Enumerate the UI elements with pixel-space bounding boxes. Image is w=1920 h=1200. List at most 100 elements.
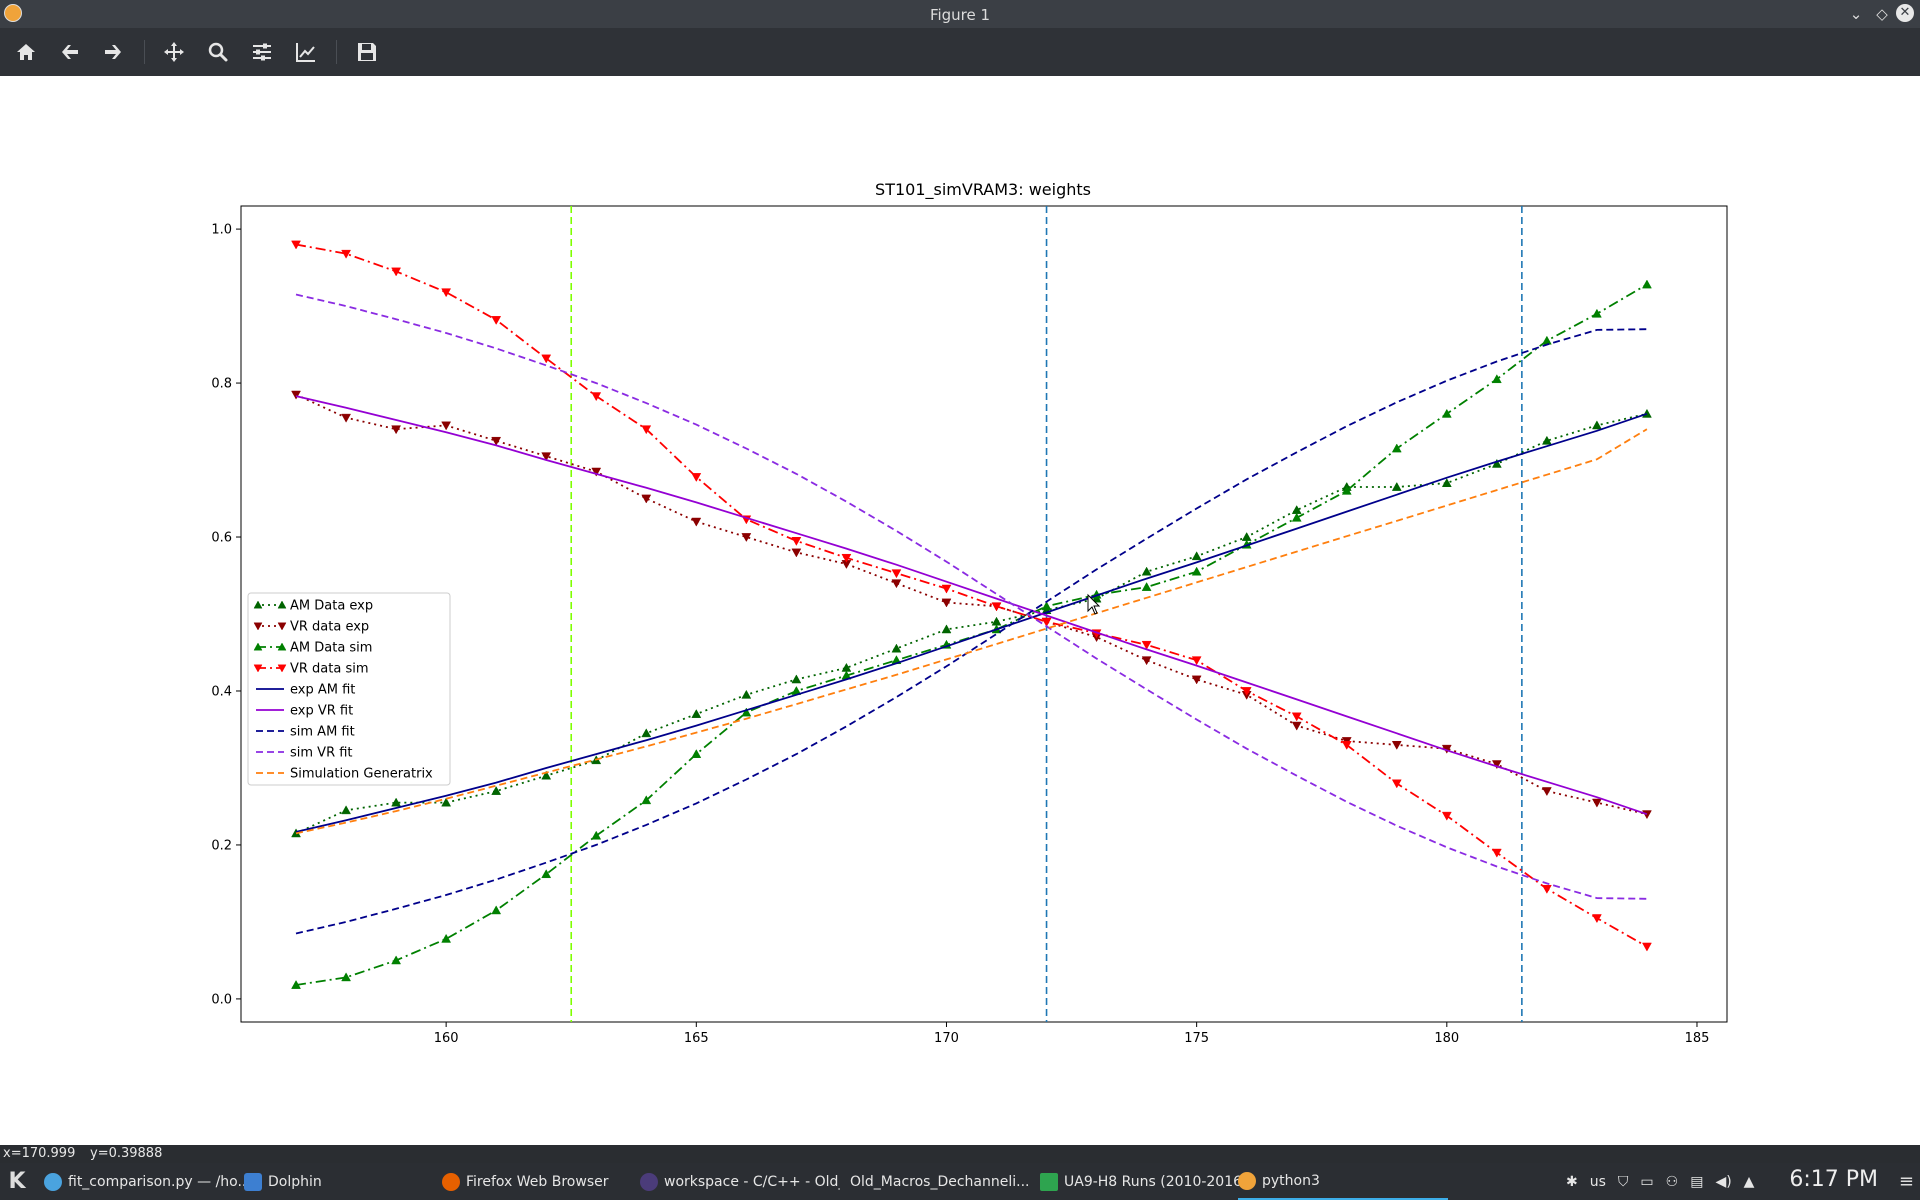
- data-point: [1291, 512, 1302, 522]
- pan-icon[interactable]: [159, 37, 189, 67]
- toolbar-separator: [336, 40, 337, 64]
- network-icon[interactable]: ⚇: [1665, 1173, 1679, 1190]
- firefox-icon: [442, 1172, 460, 1191]
- data-point: [641, 795, 652, 805]
- data-point: [1241, 532, 1252, 541]
- data-point: [291, 390, 301, 400]
- tray-expand-icon[interactable]: ▲: [1743, 1173, 1755, 1190]
- task-label: workspace - C/C++ - Old_...: [664, 1173, 840, 1190]
- data-point: [941, 598, 952, 608]
- dolphin-icon: [244, 1172, 262, 1191]
- x-tick-label: 185: [1685, 1031, 1710, 1046]
- data-point: [991, 616, 1002, 626]
- data-point: [1591, 420, 1602, 430]
- window-title: Figure 1: [929, 6, 991, 24]
- configure-subplots-icon[interactable]: [247, 37, 277, 67]
- system-tray: ✱ us ⛉ ▭ ⚇ ▤ ◀) ▲: [1566, 1163, 1766, 1200]
- y-tick-label: 0.4: [211, 684, 232, 699]
- data-point: [1591, 308, 1602, 318]
- data-point: [491, 786, 502, 795]
- data-point: [641, 425, 652, 435]
- data-point: [341, 805, 351, 815]
- data-point: [591, 467, 602, 477]
- matplotlib-toolbar: [0, 28, 1920, 76]
- forward-icon[interactable]: [98, 37, 128, 67]
- data-point: [1491, 458, 1502, 468]
- data-point: [991, 602, 1002, 612]
- task-python3[interactable]: python3: [1238, 1163, 1448, 1200]
- mouse-cursor: [1087, 593, 1101, 615]
- data-point: [541, 869, 552, 879]
- figure-canvas[interactable]: ST101_simVRAM3: weights 160 165 170 175 180 1…: [0, 76, 1920, 1145]
- task-fit-comparison[interactable]: fit_comparison.py — /ho...: [44, 1163, 244, 1200]
- clock[interactable]: 6:17 PM: [1789, 1167, 1878, 1192]
- x-tick-label: 175: [1184, 1031, 1209, 1046]
- series-lines: [291, 240, 1652, 989]
- data-point: [1391, 779, 1402, 789]
- data-point: [1591, 798, 1602, 808]
- data-point: [1642, 408, 1652, 418]
- series-line: [295, 293, 1647, 900]
- series-vr-data-exp: [291, 390, 1652, 820]
- task-label: python3: [1262, 1172, 1320, 1189]
- axis-ticks: 160 165 170 175 180 185 0.0 0.2 0.4 0.6 0.8 1.0: [211, 223, 1709, 1046]
- save-icon[interactable]: [352, 37, 382, 67]
- data-point: [1441, 811, 1452, 821]
- series-line: [295, 412, 1648, 835]
- data-point: [941, 624, 952, 634]
- shield-icon[interactable]: ⛉: [1617, 1173, 1629, 1190]
- task-firefox[interactable]: Firefox Web Browser: [442, 1163, 632, 1200]
- data-point: [1441, 408, 1452, 418]
- series-sim-am-fit: [295, 328, 1647, 935]
- task-ua9-runs[interactable]: UA9-H8 Runs (2010-2016...: [1040, 1163, 1240, 1200]
- chart-svg: ST101_simVRAM3: weights 160 165 170 175 180 1…: [211, 180, 1728, 1046]
- data-point: [791, 674, 802, 684]
- close-icon[interactable]: ✕: [1896, 4, 1914, 22]
- task-eclipse-workspace[interactable]: workspace - C/C++ - Old_...: [640, 1163, 840, 1200]
- display-icon[interactable]: ▭: [1640, 1173, 1654, 1190]
- panel-menu-icon[interactable]: ≡: [1898, 1171, 1914, 1192]
- zoom-icon[interactable]: [203, 37, 233, 67]
- task-old-macros[interactable]: Old_Macros_Dechanneli...: [850, 1163, 1040, 1200]
- task-label: fit_comparison.py — /ho...: [68, 1173, 244, 1190]
- data-point: [1541, 435, 1552, 445]
- data-point: [1642, 942, 1652, 952]
- data-point: [1341, 741, 1352, 750]
- data-point: [1591, 914, 1602, 924]
- maximize-icon[interactable]: ◇: [1876, 5, 1888, 23]
- data-point: [741, 533, 752, 543]
- task-label: Old_Macros_Dechanneli...: [850, 1173, 1030, 1190]
- volume-icon[interactable]: ◀): [1715, 1173, 1732, 1190]
- kde-launcher-icon[interactable]: K: [8, 1169, 26, 1194]
- legend-label: VR data sim: [290, 662, 369, 677]
- axes-frame: [240, 205, 1728, 1023]
- data-point: [1141, 582, 1152, 591]
- clipboard-icon[interactable]: ▤: [1690, 1173, 1704, 1190]
- bluetooth-icon[interactable]: ✱: [1566, 1173, 1578, 1190]
- x-tick-label: 160: [434, 1031, 459, 1046]
- y-tick-label: 1.0: [211, 223, 232, 238]
- back-icon[interactable]: [55, 37, 85, 67]
- series-sim-vr-fit: [295, 293, 1647, 900]
- data-point: [291, 240, 301, 250]
- keyboard-layout[interactable]: us: [1589, 1173, 1606, 1190]
- edit-axis-icon[interactable]: [291, 37, 321, 67]
- task-dolphin[interactable]: Dolphin: [244, 1163, 434, 1200]
- series-exp-am-fit: [295, 412, 1648, 833]
- series-line: [295, 243, 1648, 948]
- y-tick-label: 0.6: [211, 531, 232, 546]
- legend-marker: [253, 664, 263, 673]
- python-figure-icon: [1238, 1171, 1256, 1190]
- legend-label: exp VR fit: [290, 704, 353, 719]
- data-point: [641, 494, 652, 504]
- home-icon[interactable]: [11, 37, 41, 67]
- data-point: [841, 553, 852, 563]
- data-point: [1391, 481, 1402, 491]
- y-tick-label: 0.0: [211, 992, 232, 1007]
- data-point: [891, 643, 902, 653]
- data-point: [1191, 675, 1202, 685]
- legend: AM Data exp VR data exp AM Data sim VR data…: [247, 592, 451, 786]
- data-point: [491, 316, 502, 325]
- minimize-icon[interactable]: ⌄: [1849, 5, 1863, 23]
- data-point: [641, 728, 652, 738]
